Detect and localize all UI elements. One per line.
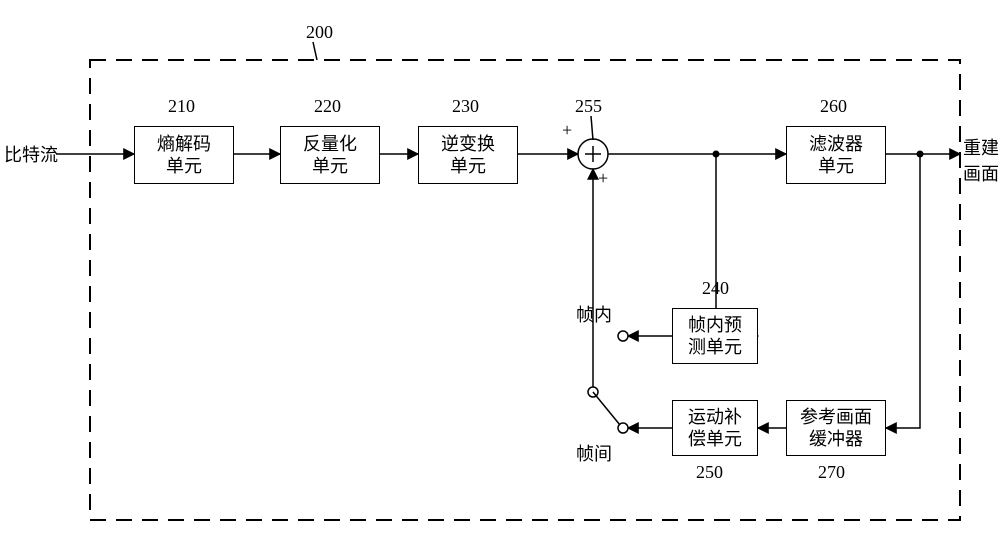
label-intra: 帧内 xyxy=(576,301,612,327)
block-b230: 逆变换单元 xyxy=(418,126,518,184)
ref-b250: 250 xyxy=(696,462,723,483)
ref-b270: 270 xyxy=(818,462,845,483)
label-inter: 帧间 xyxy=(576,440,612,466)
tick-255 xyxy=(591,116,593,140)
svg-layer xyxy=(0,0,1000,545)
block-b220: 反量化单元 xyxy=(280,126,380,184)
label-output: 重建画面 xyxy=(963,134,999,186)
label-input: 比特流 xyxy=(4,141,58,167)
ref-b210: 210 xyxy=(168,96,195,117)
tick-200 xyxy=(313,42,317,60)
ref-b220: 220 xyxy=(314,96,341,117)
junction-main xyxy=(713,151,720,158)
block-b250: 运动补偿单元 xyxy=(672,400,758,456)
plus-below: + xyxy=(598,168,608,189)
path-feedback xyxy=(886,154,920,428)
block-b270: 参考画面缓冲器 xyxy=(786,400,886,456)
ref-200: 200 xyxy=(306,22,333,43)
ref-b230: 230 xyxy=(452,96,479,117)
block-b240: 帧内预测单元 xyxy=(672,308,758,364)
switch-term-intra xyxy=(618,331,628,341)
junction-filter xyxy=(917,151,924,158)
ref-b240: 240 xyxy=(702,278,729,299)
diagram-canvas: 200 比特流 重建画面 熵解码单元 210 反量化单元 220 逆变换单元 230 滤波器单元 2… xyxy=(0,0,1000,545)
plus-left: + xyxy=(562,120,572,141)
switch-arm xyxy=(593,392,620,425)
block-b260: 滤波器单元 xyxy=(786,126,886,184)
block-b210: 熵解码单元 xyxy=(134,126,234,184)
ref-255: 255 xyxy=(575,96,602,117)
ref-b260: 260 xyxy=(820,96,847,117)
